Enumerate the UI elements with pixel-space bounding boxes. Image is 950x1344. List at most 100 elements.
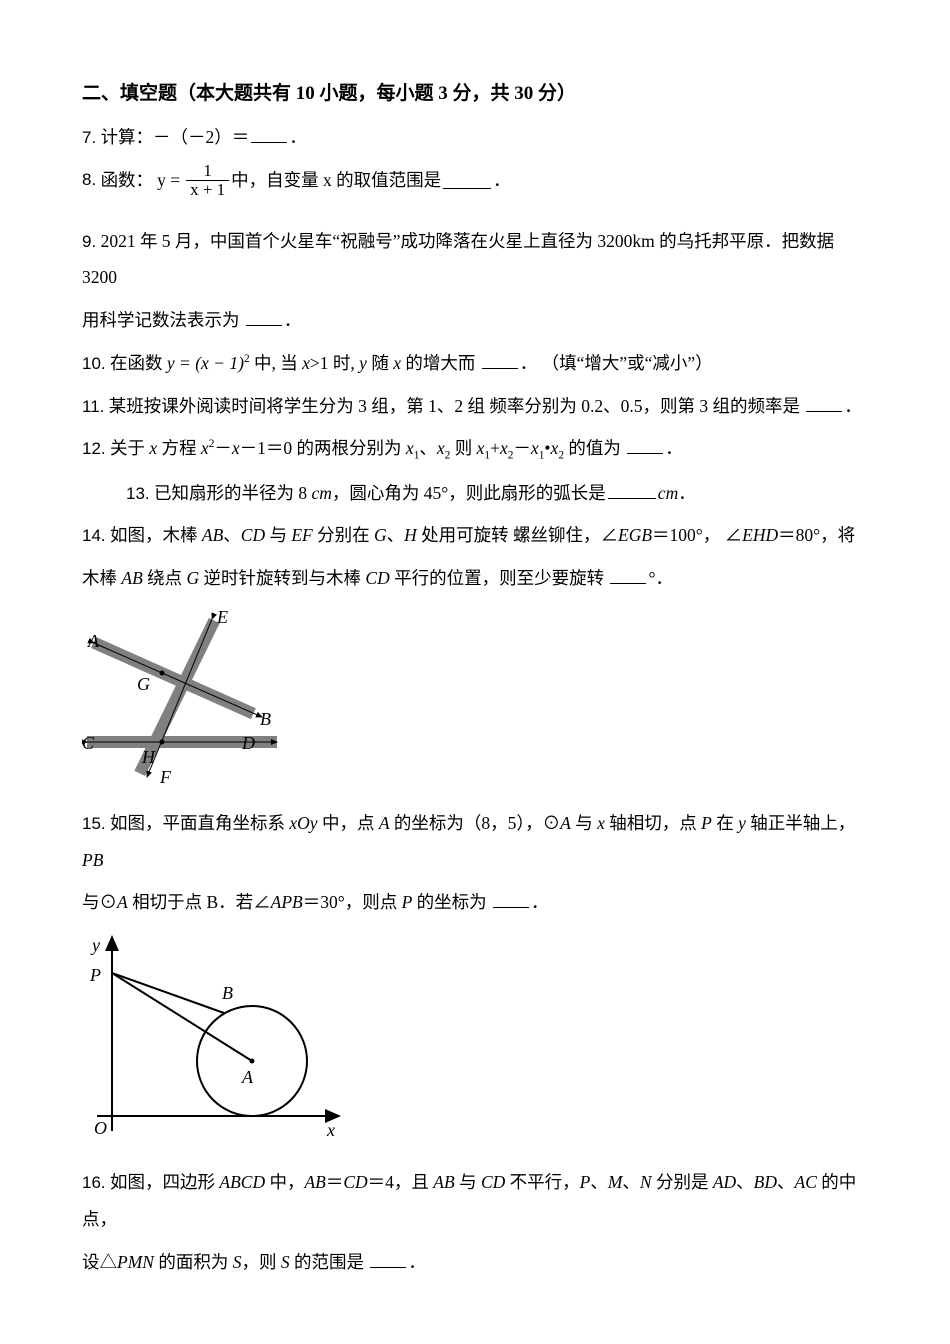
q16-S2: S (281, 1252, 290, 1272)
question-8: 8. 函数： y = 1 x + 1 中，自变量 x 的取值范围是． (82, 162, 868, 199)
q15-A2: A (560, 813, 571, 833)
q8-fraction: 1 x + 1 (186, 162, 229, 199)
q12-eq3: － (214, 438, 232, 458)
q14-l1b: 与 (265, 525, 291, 545)
q11-a: 某班按课外阅读时间将学生分为 3 组，第 1、2 组 频率分别为 0.2、0.5… (109, 396, 805, 416)
q14-l1f: ＝80°，将 (778, 525, 855, 545)
q16-BD: BD (754, 1172, 777, 1192)
q14-CD: CD (241, 525, 265, 545)
svg-text:P: P (89, 965, 101, 985)
q16-PMN: PMN (117, 1252, 154, 1272)
q14-l1c: 分别在 (313, 525, 374, 545)
q15-x: x (597, 813, 605, 833)
question-14-line2: 木棒 AB 绕点 G 逆时针旋转到与木棒 CD 平行的位置，则至少要旋转 °． (82, 560, 868, 597)
q12-post: ． (665, 438, 683, 458)
q14-d2: 、 (387, 525, 405, 545)
q15-l2c: ＝30°，则点 (303, 892, 402, 912)
q8-pre: 函数： (101, 162, 154, 199)
q10-pre: 在函数 (110, 353, 167, 373)
q10-num: 10. (82, 354, 106, 373)
q10-mid: 中, 当 (250, 353, 303, 373)
figure-14-svg: E A G B C H D F (82, 607, 282, 787)
spacer (82, 205, 868, 223)
question-15-line1: 15. 如图，平面直角坐标系 xOy 中，点 A 的坐标为（8，5），⊙A 与 … (82, 805, 868, 879)
q14-CD2: CD (365, 568, 389, 588)
q7-pre: 计算：－（－2）＝ (101, 127, 250, 147)
q10-cond2: >1 时, (310, 353, 359, 373)
question-9: 9. 2021 年 5 月，中国首个火星车“祝融号”成功降落在火星上直径为 32… (82, 223, 868, 297)
q14-EHD: EHD (742, 525, 778, 545)
q16-eq1: ＝ (326, 1172, 344, 1192)
q13-blank (608, 480, 656, 499)
q12-x: x (149, 438, 157, 458)
q14-l2c: 逆时针旋转到与木棒 (199, 568, 365, 588)
q7-post: ． (289, 127, 307, 147)
q16-M: M (608, 1172, 623, 1192)
q15-l1a: 如图，平面直角坐标系 (110, 813, 289, 833)
q10-x: x (393, 353, 401, 373)
q14-AB: AB (202, 525, 223, 545)
q15-l1c: 的坐标为（8，5），⊙ (390, 813, 561, 833)
q15-post: ． (531, 892, 549, 912)
q8-num: 8. (82, 162, 96, 198)
q10-eq: y = (x − 1) (167, 353, 244, 373)
q16-l1a: 如图，四边形 (110, 1172, 219, 1192)
q16-l2d: 的范围是 (290, 1252, 369, 1272)
q10-mid2: 随 (367, 353, 393, 373)
q14-l2a: 木棒 (82, 568, 121, 588)
q9-blank (246, 308, 282, 327)
q13-unit2: cm (658, 483, 678, 503)
figure-14: E A G B C H D F (82, 607, 868, 787)
q12-b: 方程 (157, 438, 201, 458)
question-9-line2: 用科学记数法表示为 ． (82, 302, 868, 339)
q14-d1: 、 (223, 525, 241, 545)
svg-text:B: B (222, 983, 233, 1003)
q8-frac-num: 1 (186, 162, 229, 181)
svg-text:x: x (326, 1120, 335, 1140)
q15-P: P (701, 813, 712, 833)
q14-AB2: AB (121, 568, 142, 588)
q8-eq-left: y = (157, 162, 180, 199)
q14-l1a: 如图，木棒 (110, 525, 202, 545)
q12-x2: x (437, 438, 445, 458)
q16-d4: 、 (777, 1172, 795, 1192)
svg-text:C: C (82, 733, 95, 753)
svg-text:E: E (216, 607, 228, 627)
figure-15-svg: y P B A O x (82, 931, 352, 1146)
q16-blank (370, 1249, 406, 1268)
q15-A: A (379, 813, 390, 833)
q16-ABCD: ABCD (219, 1172, 265, 1192)
q16-N: N (640, 1172, 652, 1192)
q14-deg: °． (648, 568, 673, 588)
q16-d1: 、 (590, 1172, 608, 1192)
q8-mid: 中，自变量 x 的取值范围是 (231, 162, 441, 199)
q15-l2b: 相切于点 B．若∠ (128, 892, 271, 912)
q7-blank (251, 125, 287, 144)
q15-blank (493, 890, 529, 909)
q16-num: 16. (82, 1173, 106, 1192)
q15-APB: APB (271, 892, 303, 912)
q10-hint: ． （填“增大”或“减小”） (520, 353, 713, 373)
question-13: 13. 已知扇形的半径为 8 cm，圆心角为 45°，则此扇形的弧长是cm． (82, 475, 868, 512)
q12-a: 关于 (110, 438, 149, 458)
q16-l1c: 与 (455, 1172, 481, 1192)
svg-text:G: G (137, 674, 150, 694)
q12-eq5: －1＝0 的两根分别为 (240, 438, 406, 458)
q14-EF: EF (291, 525, 312, 545)
q14-blank (610, 566, 646, 585)
q16-eq2: ＝4，且 (368, 1172, 434, 1192)
q14-l2d: 平行的位置，则至少要旋转 (390, 568, 609, 588)
q15-l2a: 与⊙ (82, 892, 117, 912)
q11-b: ． (844, 396, 862, 416)
question-14-line1: 14. 如图，木棒 AB、CD 与 EF 分别在 G、H 处用可旋转 螺丝铆住，… (82, 517, 868, 554)
q16-d2: 、 (622, 1172, 640, 1192)
q12-x5: x (531, 438, 539, 458)
q16-AB: AB (304, 1172, 325, 1192)
section-title: 二、填空题（本大题共有 10 小题，每小题 3 分，共 30 分） (82, 78, 868, 105)
q13-b: ，圆心角为 45°，则此扇形的弧长是 (332, 483, 606, 503)
q9-num: 9. (82, 232, 96, 251)
svg-text:B: B (260, 709, 271, 729)
question-16-line2: 设△PMN 的面积为 S，则 S 的范围是 ． (82, 1244, 868, 1281)
q12-x4: x (500, 438, 508, 458)
figure-15: y P B A O x (82, 931, 868, 1146)
